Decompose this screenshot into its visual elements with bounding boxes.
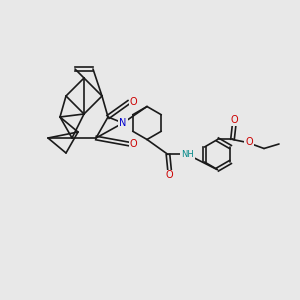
Text: O: O bbox=[130, 97, 137, 107]
Text: O: O bbox=[130, 139, 137, 149]
Text: NH: NH bbox=[181, 150, 194, 159]
Text: O: O bbox=[245, 137, 253, 148]
Text: O: O bbox=[230, 115, 238, 125]
Text: N: N bbox=[119, 118, 127, 128]
Text: O: O bbox=[166, 170, 173, 181]
